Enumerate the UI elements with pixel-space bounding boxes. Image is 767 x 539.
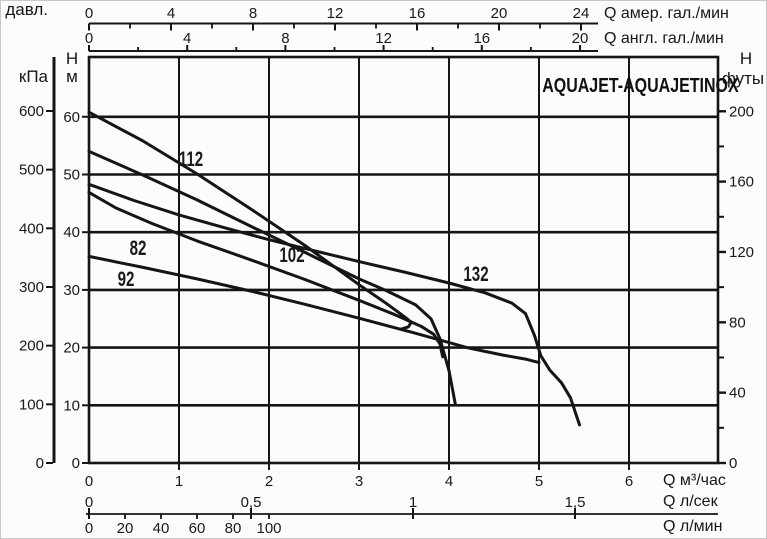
curve-label-112: 112 <box>179 146 203 170</box>
kpa-tick-label: 200 <box>19 338 44 355</box>
imp-gpm-tick-label: 8 <box>281 30 289 47</box>
m-tick-label: 10 <box>63 397 80 414</box>
bottom-axis-lmin-label: Q л/мин <box>663 518 723 535</box>
m3h-tick-label: 1 <box>175 473 183 490</box>
kpa-tick-label: 100 <box>19 396 44 413</box>
lps-tick-label: 1,5 <box>565 494 586 511</box>
lps-tick-label: 0,5 <box>241 494 262 511</box>
curve-label-92: 92 <box>118 266 135 290</box>
curve-label-82: 82 <box>130 235 147 259</box>
us-gpm-tick-label: 0 <box>85 5 93 22</box>
pressure-unit-label-line1: давл. <box>5 0 48 19</box>
imp-gpm-tick-label: 12 <box>375 30 392 47</box>
bottom-axis-m3h-label: Q м³/час <box>663 472 726 489</box>
ft-tick-label: 80 <box>729 314 746 331</box>
m-tick-label: 30 <box>63 282 80 299</box>
m-tick-label: 20 <box>63 340 80 357</box>
ft-tick-label: 160 <box>729 174 754 191</box>
ft-tick-label: 40 <box>729 385 746 402</box>
kpa-tick-label: 400 <box>19 220 44 237</box>
head-unit-h-label: Н <box>65 49 79 68</box>
lmin-tick-label: 40 <box>153 520 170 537</box>
m3h-tick-label: 0 <box>85 473 93 490</box>
plot-border <box>87 55 720 465</box>
m3h-tick-label: 2 <box>265 473 273 490</box>
m3h-tick-label: 6 <box>625 473 633 490</box>
lps-tick-label: 0 <box>85 494 93 511</box>
us-gpm-tick-label: 16 <box>409 5 426 22</box>
top-axis-imp-gpm-label: Q англ. гал./мин <box>604 30 724 47</box>
kpa-tick-label: 500 <box>19 162 44 179</box>
m3h-tick-label: 4 <box>445 473 453 490</box>
pump-curve-82 <box>87 190 445 359</box>
right-axis-h-label: Н <box>739 49 753 68</box>
m-tick-label: 50 <box>63 167 80 184</box>
lmin-tick-label: 80 <box>225 520 242 537</box>
head-unit-m-label: м <box>66 67 78 86</box>
chart-title: AQUAJET-AQUAJETINOX <box>542 75 739 97</box>
us-gpm-tick-label: 12 <box>327 5 344 22</box>
m-tick-label: 0 <box>72 455 80 472</box>
pump-curve-92 <box>87 254 541 365</box>
pump-curve-132 <box>87 182 581 427</box>
ft-tick-label: 120 <box>729 244 754 261</box>
m3h-tick-label: 3 <box>355 473 363 490</box>
us-gpm-tick-label: 24 <box>573 5 590 22</box>
lps-tick-label: 1 <box>409 494 417 511</box>
us-gpm-tick-label: 20 <box>491 5 508 22</box>
right-axis-feet-label: футы <box>721 69 765 88</box>
pump-curve-102 <box>87 149 457 406</box>
pump-curve-112 <box>87 110 413 331</box>
lmin-tick-label: 100 <box>256 520 281 537</box>
imp-gpm-tick-label: 16 <box>473 30 490 47</box>
lmin-tick-label: 0 <box>85 520 93 537</box>
m-tick-label: 40 <box>63 224 80 241</box>
bottom-axis-ls-label: Q л/сек <box>663 493 718 510</box>
imp-gpm-tick-label: 4 <box>183 30 191 47</box>
lmin-tick-label: 60 <box>189 520 206 537</box>
curve-label-132: 132 <box>463 261 488 285</box>
m3h-tick-label: 5 <box>535 473 543 490</box>
top-axis-us-gpm-label: Q амер. гал./мин <box>604 5 729 22</box>
us-gpm-tick-label: 8 <box>249 5 257 22</box>
ft-tick-label: 0 <box>729 455 737 472</box>
lmin-tick-label: 20 <box>117 520 134 537</box>
kpa-tick-label: 300 <box>19 279 44 296</box>
imp-gpm-tick-label: 0 <box>85 30 93 47</box>
kpa-tick-label: 0 <box>36 455 44 472</box>
kpa-tick-label: 600 <box>19 103 44 120</box>
ft-tick-label: 200 <box>729 103 754 120</box>
pressure-unit-label-line2: кПа <box>18 67 48 86</box>
imp-gpm-tick-label: 20 <box>572 30 589 47</box>
m-tick-label: 60 <box>63 109 80 126</box>
us-gpm-tick-label: 4 <box>167 5 175 22</box>
